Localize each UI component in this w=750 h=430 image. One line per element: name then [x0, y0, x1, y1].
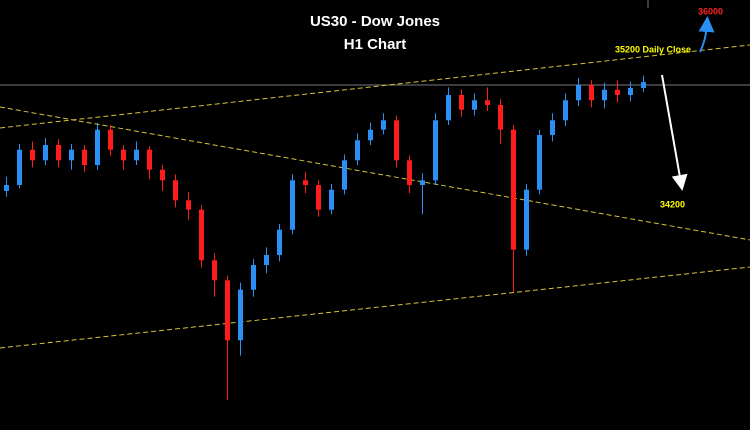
candle-body [628, 87, 633, 95]
candle-body [511, 129, 516, 250]
trend-line [0, 266, 750, 349]
candle-body [641, 82, 646, 88]
candle-body [82, 149, 87, 165]
candle-body [147, 149, 152, 170]
candle-body [329, 189, 334, 210]
lines-layer [0, 44, 750, 349]
candle-body [537, 135, 542, 190]
candle-body [485, 100, 490, 105]
candle-body [316, 185, 321, 210]
annotation: 36000 [698, 6, 723, 16]
candles-layer [4, 75, 646, 401]
up-arrow [698, 16, 715, 53]
candle-body [212, 260, 217, 281]
candle-body [43, 145, 48, 161]
candle-body [17, 149, 22, 185]
candle-body [95, 129, 100, 165]
chart-subtitle: H1 Chart [344, 36, 407, 53]
candle-body [420, 180, 425, 185]
candle-body [563, 100, 568, 121]
candle-body [368, 129, 373, 141]
trend-line [0, 44, 750, 129]
down-arrow [661, 74, 688, 191]
candle-body [446, 95, 451, 121]
candle-body [277, 229, 282, 255]
candle-body [134, 149, 139, 161]
candle-body [342, 160, 347, 190]
candle-body [108, 129, 113, 150]
candle-body [524, 189, 529, 250]
candle-body [498, 105, 503, 130]
candle-body [459, 95, 464, 110]
annotation: 34200 [660, 199, 685, 209]
candle-body [433, 120, 438, 181]
candle-body [472, 100, 477, 110]
annotations: 35200 Daily Close 34200 36000 [615, 6, 723, 209]
candle-body [186, 200, 191, 210]
candle-body [407, 160, 412, 185]
candle-body [381, 120, 386, 130]
candle-body [264, 255, 269, 265]
candle-body [394, 120, 399, 161]
candle-body [160, 169, 165, 181]
annotation: 35200 Daily Close [615, 44, 691, 54]
trend-line [0, 106, 750, 241]
candle-body [199, 209, 204, 261]
candle-body [303, 180, 308, 185]
candle-body [589, 85, 594, 101]
candle-body [4, 185, 9, 191]
candle-body [355, 140, 360, 161]
candle-body [56, 145, 61, 161]
candle-body [121, 149, 126, 161]
candle-body [225, 280, 230, 341]
candle-body [69, 149, 74, 161]
candle-body [615, 89, 620, 95]
candle-body [550, 120, 555, 135]
candle-body [290, 180, 295, 230]
candle-body [576, 85, 581, 101]
chart-title: US30 - Dow Jones [310, 13, 440, 30]
candle-body [173, 180, 178, 201]
candle-body [30, 149, 35, 161]
candle-body [251, 265, 256, 290]
candle-body [238, 289, 243, 341]
candle-body [602, 89, 607, 101]
